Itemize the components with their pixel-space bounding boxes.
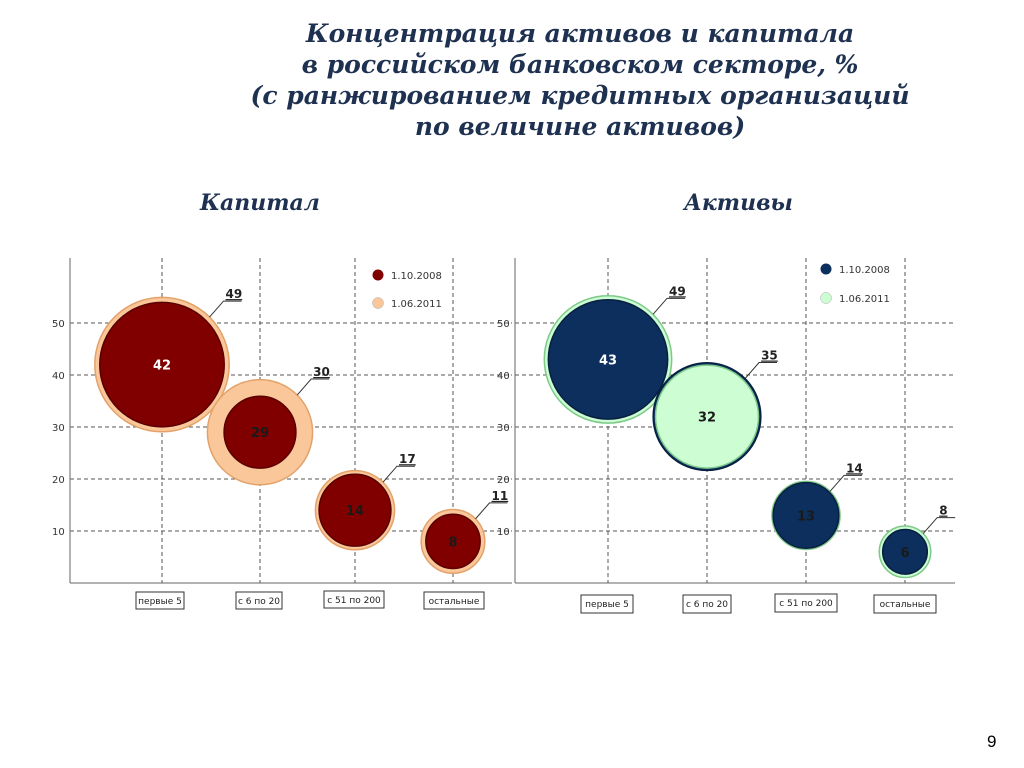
x-tick-label: с 6 по 20 bbox=[686, 600, 728, 610]
bubble-2008 bbox=[772, 481, 840, 549]
y-tick-label: 40 bbox=[52, 371, 65, 382]
y-tick-label: 20 bbox=[52, 475, 65, 486]
leader-line bbox=[296, 378, 330, 396]
bubble-value-label: 32 bbox=[698, 411, 716, 426]
x-tick-label: первые 5 bbox=[138, 597, 182, 607]
y-tick-label: 20 bbox=[497, 475, 510, 486]
bubble-2011 bbox=[654, 364, 760, 469]
bubble-chart-assets: 10 20 30 40 50 первые 5 с 6 по 20 с 51 по 200 ос… bbox=[497, 258, 956, 614]
x-tick-label: с 51 по 200 bbox=[327, 596, 381, 606]
y-tick-label: 10 bbox=[52, 527, 65, 538]
y-tick-label: 40 bbox=[497, 371, 510, 382]
legend-label-2008: 1.10.2008 bbox=[391, 271, 442, 282]
y-tick-label: 30 bbox=[52, 423, 65, 434]
bubble-value-label: 14 bbox=[346, 504, 364, 519]
y-tick-label: 30 bbox=[497, 423, 510, 434]
category-box bbox=[323, 590, 385, 609]
y-tick-label: 50 bbox=[497, 319, 510, 330]
title-line-3: (с ранжированием кредитных организаций bbox=[250, 81, 910, 110]
bubble-outer-label: 35 bbox=[761, 349, 778, 363]
bubble-2008 bbox=[318, 473, 392, 547]
page-title: Концентрация активов и капитала в россий… bbox=[180, 18, 980, 142]
bubble-outer-label: 49 bbox=[669, 284, 686, 298]
bubble-value-label: 13 bbox=[797, 509, 815, 524]
legend-marker-2011 bbox=[372, 297, 384, 309]
bubble-chart-capital: 10 20 30 40 50 первые 5 с 6 по 20 с 51 по 200 ос… bbox=[52, 258, 512, 610]
x-tick-label: остальные bbox=[429, 597, 480, 607]
leader-line bbox=[382, 465, 415, 483]
bubble-outer-label: 30 bbox=[313, 365, 330, 379]
leader-line bbox=[209, 300, 242, 318]
y-tick-label: 50 bbox=[52, 319, 65, 330]
bubble-outer-label: 11 bbox=[492, 489, 509, 503]
x-tick-label: с 6 по 20 bbox=[238, 597, 280, 607]
category-box bbox=[682, 594, 732, 614]
bubble-value-label: 8 bbox=[448, 535, 457, 550]
bubble-outer-label: 8 bbox=[939, 504, 947, 518]
leader-line bbox=[829, 474, 863, 492]
capital-chart-title: Капитал bbox=[200, 190, 320, 216]
leader-line bbox=[744, 362, 778, 379]
y-tick-label: 10 bbox=[497, 527, 510, 538]
legend-marker-2008 bbox=[820, 263, 832, 275]
leader-line bbox=[652, 297, 686, 315]
bubble-2008 bbox=[425, 513, 481, 570]
category-box bbox=[774, 593, 838, 613]
bubble-outer-label: 49 bbox=[226, 287, 243, 301]
title-line-1: Концентрация активов и капитала bbox=[305, 19, 855, 48]
leader-line bbox=[475, 502, 508, 520]
legend-label-2011: 1.06.2011 bbox=[391, 299, 442, 310]
bubble-outer-label: 17 bbox=[399, 452, 416, 466]
leader-line bbox=[922, 517, 956, 534]
bubble-value-label: 43 bbox=[599, 353, 617, 368]
category-box bbox=[235, 591, 283, 610]
category-box bbox=[873, 594, 937, 614]
bubble-value-label: 42 bbox=[153, 359, 171, 374]
legend-label-2011: 1.06.2011 bbox=[839, 294, 890, 305]
legend-marker-2008 bbox=[372, 269, 384, 281]
title-line-4: по величине активов) bbox=[414, 112, 746, 141]
category-box bbox=[580, 594, 634, 614]
category-box bbox=[135, 591, 185, 610]
bubble-value-label: 29 bbox=[251, 426, 269, 441]
bubble-2008 bbox=[547, 298, 669, 420]
bubble-2008 bbox=[223, 395, 297, 469]
page-number: 9 bbox=[987, 732, 997, 751]
x-tick-label: с 51 по 200 bbox=[779, 599, 833, 609]
assets-chart-title: Активы bbox=[684, 190, 793, 216]
x-tick-label: остальные bbox=[880, 600, 931, 610]
x-tick-label: первые 5 bbox=[585, 600, 629, 610]
bubble-value-label: 6 bbox=[900, 546, 909, 561]
bubble-2008 bbox=[99, 301, 225, 428]
title-line-2: в российском банковском секторе, % bbox=[301, 50, 859, 79]
bubble-outer-label: 14 bbox=[846, 461, 863, 475]
legend-marker-2011 bbox=[820, 292, 832, 304]
bubble-2008 bbox=[881, 528, 929, 575]
legend-label-2008: 1.10.2008 bbox=[839, 265, 890, 276]
category-box bbox=[423, 591, 485, 610]
